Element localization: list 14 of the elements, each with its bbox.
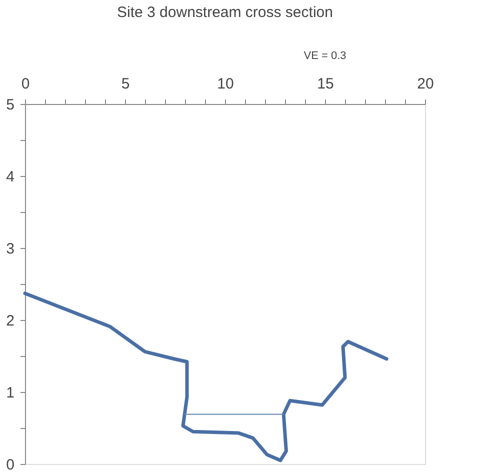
y-tick-label: 4	[6, 168, 14, 186]
x-tick-label: 5	[121, 76, 130, 92]
y-tick-label: 2	[6, 312, 14, 330]
chart-title: Site 3 downstream cross section	[117, 4, 333, 21]
x-tick-label: 10	[217, 76, 234, 92]
y-tick-label: 0	[6, 456, 14, 474]
y-tick-label: 3	[6, 240, 14, 258]
x-tick-label: 15	[317, 76, 334, 92]
x-tick-label: 0	[21, 76, 30, 92]
line-series	[23, 292, 388, 462]
x-tick-label: 20	[417, 76, 434, 92]
text: VE = 0.3	[304, 50, 346, 62]
y-tick-label: 1	[6, 384, 14, 402]
y-tick-label: 5	[6, 96, 14, 114]
